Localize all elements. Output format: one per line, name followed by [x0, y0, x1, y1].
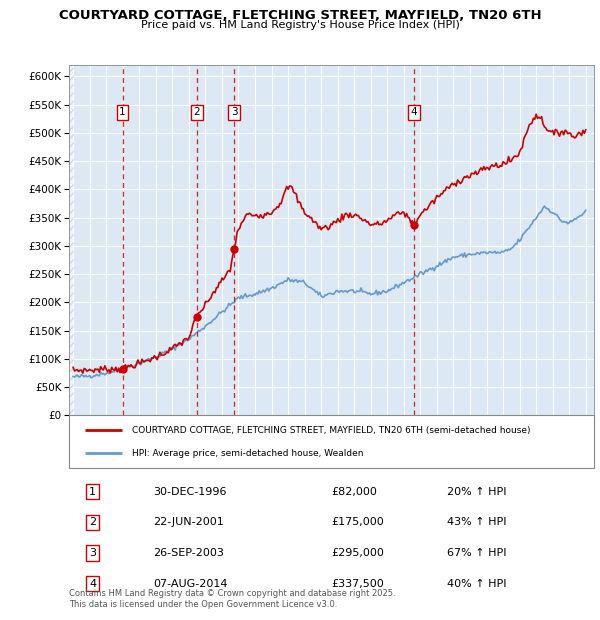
Text: £175,000: £175,000 [331, 517, 384, 527]
Text: 30-DEC-1996: 30-DEC-1996 [153, 487, 227, 497]
Text: HPI: Average price, semi-detached house, Wealden: HPI: Average price, semi-detached house,… [132, 449, 364, 458]
Text: £337,500: £337,500 [331, 578, 384, 588]
Text: 26-SEP-2003: 26-SEP-2003 [153, 548, 224, 558]
Text: COURTYARD COTTAGE, FLETCHING STREET, MAYFIELD, TN20 6TH: COURTYARD COTTAGE, FLETCHING STREET, MAY… [59, 9, 541, 22]
Text: 20% ↑ HPI: 20% ↑ HPI [447, 487, 506, 497]
Text: 22-JUN-2001: 22-JUN-2001 [153, 517, 224, 527]
Text: 1: 1 [119, 107, 126, 117]
Text: 07-AUG-2014: 07-AUG-2014 [153, 578, 227, 588]
Text: COURTYARD COTTAGE, FLETCHING STREET, MAYFIELD, TN20 6TH (semi-detached house): COURTYARD COTTAGE, FLETCHING STREET, MAY… [132, 426, 530, 435]
Text: 3: 3 [89, 548, 96, 558]
Text: 4: 4 [410, 107, 417, 117]
Text: 4: 4 [89, 578, 96, 588]
Text: Price paid vs. HM Land Registry's House Price Index (HPI): Price paid vs. HM Land Registry's House … [140, 20, 460, 30]
Text: 1: 1 [89, 487, 96, 497]
Text: 40% ↑ HPI: 40% ↑ HPI [447, 578, 506, 588]
Text: £295,000: £295,000 [331, 548, 385, 558]
Text: 2: 2 [89, 517, 96, 527]
Text: 43% ↑ HPI: 43% ↑ HPI [447, 517, 506, 527]
Text: 3: 3 [231, 107, 238, 117]
Text: 2: 2 [193, 107, 200, 117]
Text: £82,000: £82,000 [331, 487, 377, 497]
Text: 67% ↑ HPI: 67% ↑ HPI [447, 548, 506, 558]
Text: Contains HM Land Registry data © Crown copyright and database right 2025.
This d: Contains HM Land Registry data © Crown c… [69, 590, 395, 609]
